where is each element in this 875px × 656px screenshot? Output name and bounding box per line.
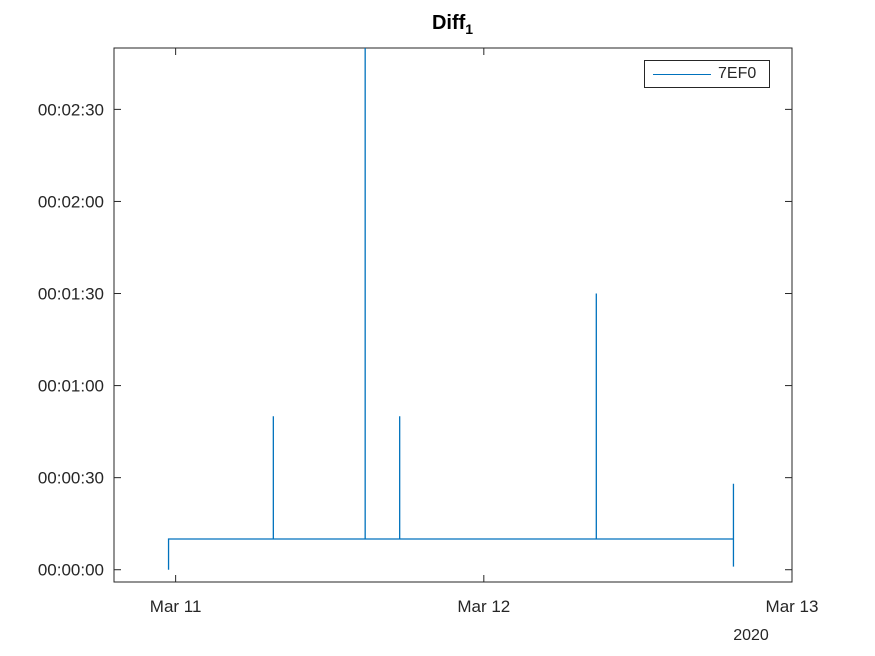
plot-background	[114, 48, 792, 582]
chart-title-text: Diff	[431, 12, 466, 34]
x-tick-label: Mar 13	[766, 597, 819, 616]
chart-title-subscript: 1	[465, 21, 474, 37]
y-tick-label: 00:00:30	[38, 469, 104, 488]
y-tick-label: 00:02:00	[38, 192, 104, 211]
axes-box	[113, 47, 793, 583]
chart-title: Diff1	[0, 12, 875, 37]
y-tick-label: 00:01:00	[38, 377, 104, 396]
legend: 7EF0	[644, 60, 770, 88]
y-tick-label: 00:01:30	[38, 285, 104, 304]
x-tick-label: Mar 11	[150, 597, 202, 616]
y-tick-label: 00:00:00	[38, 561, 104, 580]
series-line-7ef0	[167, 48, 735, 570]
legend-label-7ef0: 7EF0	[718, 65, 757, 82]
x-tick-label: Mar 12	[457, 597, 510, 616]
y-tick-label: 00:02:30	[38, 100, 104, 119]
x-year-label: 2020	[733, 627, 769, 644]
legend-line-7ef0	[653, 74, 711, 75]
